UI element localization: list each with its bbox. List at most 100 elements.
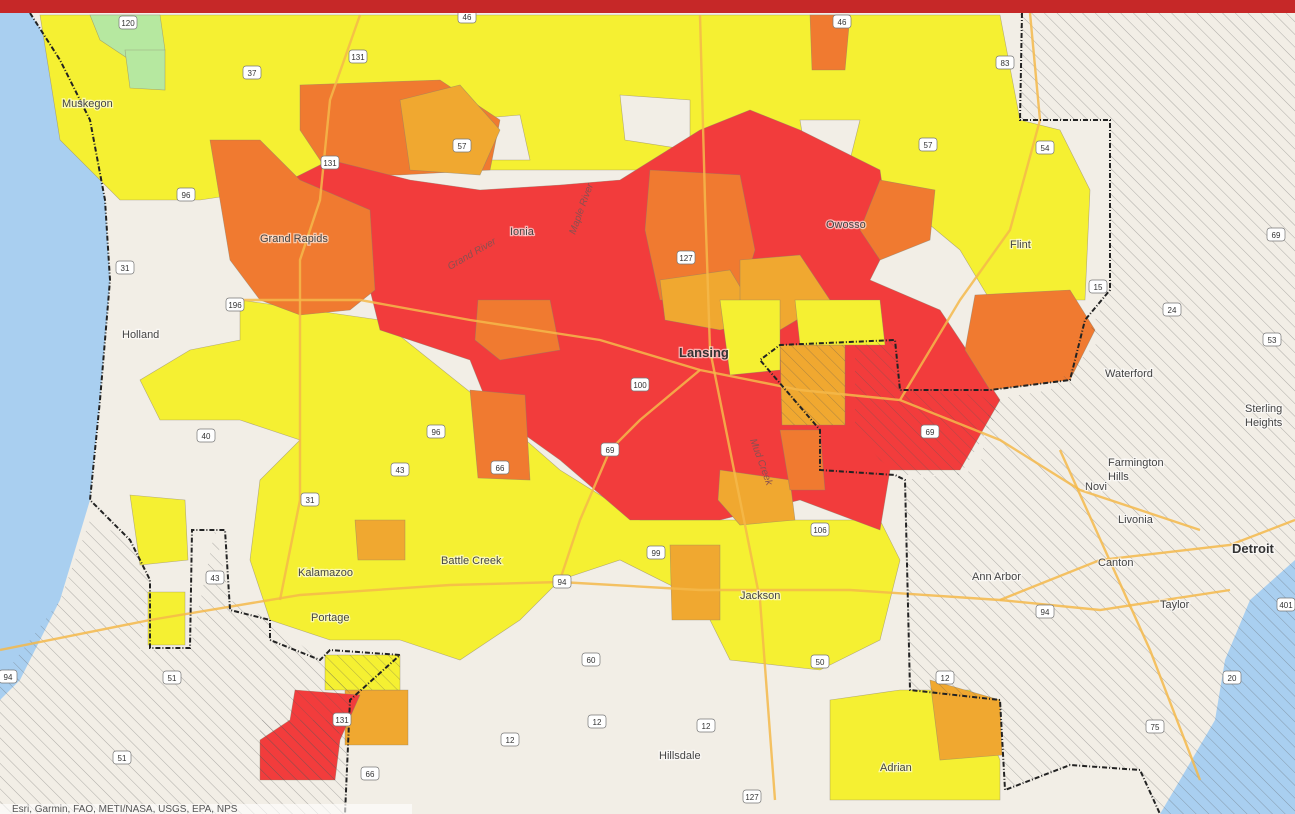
route-shield-icon [630,377,650,392]
boundary-line [29,13,403,814]
route-number: 46 [838,18,847,27]
route-shield-icon [1035,140,1055,155]
route-shield-icon [1035,604,1055,619]
route-shield-icon [452,138,472,153]
hatched-area [855,340,1000,475]
route-number: 15 [1094,283,1103,292]
route-number: 131 [323,159,337,168]
route-number: 69 [606,446,615,455]
route-number: 106 [813,526,827,535]
city-label: Holland [122,329,159,341]
route-number: 12 [506,736,515,745]
route-number: 57 [458,142,467,151]
route-shield-icon [300,492,320,507]
city-label: Jackson [740,590,780,602]
route-shield-icon [1088,279,1108,294]
route-shield-icon [742,789,762,804]
route-number: 94 [1041,608,1050,617]
route-shield-icon [115,260,135,275]
route-shield-icon [490,460,510,475]
route-shield-icon [1145,719,1165,734]
route-shield-icon [832,14,852,29]
route-shield-icon [332,712,352,727]
highway [698,14,777,801]
region-elevated [474,299,561,361]
route-number: 94 [4,673,13,682]
route-shield-icon [225,297,245,312]
route-number: 66 [366,770,375,779]
route-number: 40 [202,432,211,441]
route-shield-icon [1222,670,1242,685]
hatched-area [780,345,845,425]
route-number: 69 [926,428,935,437]
city-label: Hills [1108,471,1129,483]
region-moderate [669,544,721,621]
city-label: Portage [311,612,350,624]
route-number: 43 [396,466,405,475]
city-label: Kalamazoo [298,567,353,579]
highway [898,13,1042,401]
route-shield-icon [457,13,477,24]
city-label: Battle Creek [441,555,502,567]
route-shield-icon [348,49,368,64]
route-shield-icon [810,522,830,537]
hatched-area [905,13,1295,814]
route-number: 66 [496,464,505,473]
route-number: 96 [182,191,191,200]
route-number: 12 [941,674,950,683]
route-shield-icon [920,424,940,439]
route-number: 24 [1168,306,1177,315]
route-number: 31 [121,264,130,273]
route-shield-icon [390,462,410,477]
city-label: Heights [1245,417,1283,429]
route-shield-icon [552,574,572,589]
route-number: 96 [432,428,441,437]
route-shields: 120 46 131 37 46 83 57 57 54 131 96 31 196 127 69 15 24 5… [0,13,1295,804]
route-shield-icon [500,732,520,747]
route-number: 37 [248,69,257,78]
route-number: 401 [1279,601,1293,610]
route-number: 54 [1041,144,1050,153]
region-elevated [209,139,376,316]
city-label: Waterford [1105,368,1153,380]
route-shield-icon [810,654,830,669]
highway [1058,449,1202,781]
route-number: 127 [679,254,693,263]
route-shield-icon [918,137,938,152]
place-labels: Muskegon Grand Rapids Holland Ionia Owosso Fl… [61,97,1284,776]
route-number: 127 [745,793,759,802]
route-number: 75 [1151,723,1160,732]
city-label: Livonia [1118,514,1154,526]
boundary-line [758,13,1161,814]
city-label: Detroit [1232,541,1275,556]
route-shield-icon [112,750,132,765]
route-shield-icon [995,55,1015,70]
route-shield-icon [581,652,601,667]
region-low [794,299,886,346]
map-attribution: Esri, Garmin, FAO, METI/NASA, USGS, EPA,… [0,804,412,814]
route-number: 69 [1272,231,1281,240]
map-canvas[interactable]: 120 46 131 37 46 83 57 57 54 131 96 31 196 127 69 15 24 5… [0,13,1295,814]
route-shield-icon [176,187,196,202]
route-number: 12 [702,722,711,731]
route-number: 60 [587,656,596,665]
city-label: Sterling [1245,403,1282,415]
region-elevated [779,429,826,491]
city-label: Ann Arbor [972,571,1021,583]
route-shield-icon [162,670,182,685]
header-bar [0,0,1295,13]
route-number: 131 [351,53,365,62]
route-shield-icon [205,570,225,585]
city-label: Farmington [1108,457,1164,469]
city-label: Owosso [826,219,866,231]
city-label: Adrian [880,762,912,774]
hatched-area [325,655,400,690]
route-number: 131 [335,716,349,725]
route-shield-icon [1266,227,1286,242]
highway [230,298,1201,532]
route-shield-icon [320,155,340,170]
route-shield-icon [0,669,18,684]
city-label: Flint [1010,239,1031,251]
route-number: 46 [463,13,472,22]
route-shield-icon [196,428,216,443]
